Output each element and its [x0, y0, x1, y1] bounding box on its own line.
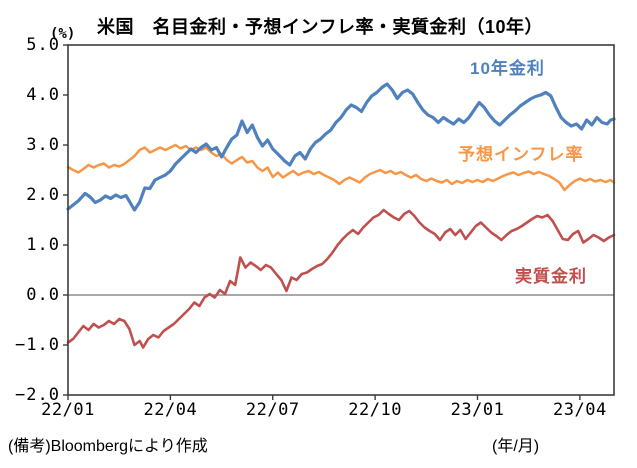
y-tick-label-0.0: 0.0 — [26, 285, 60, 305]
series-line-nominal — [66, 82, 616, 212]
y-tick-label-4.0: 4.0 — [26, 85, 60, 105]
y-tick-label-−1.0: −1.0 — [15, 335, 60, 355]
y-tick-label-5.0: 5.0 — [26, 35, 60, 55]
y-tick-label-2.0: 2.0 — [26, 185, 60, 205]
y-tick-label-−2.0: −2.0 — [15, 385, 60, 405]
y-axis-unit-label: (%) — [50, 26, 76, 42]
series-line-breakeven — [66, 143, 616, 192]
x-tick-label-22/10: 22/10 — [348, 400, 402, 420]
plot-border — [67, 44, 615, 396]
y-tick-label-1.0: 1.0 — [26, 235, 60, 255]
x-axis-unit-label: (年/月) — [492, 438, 540, 455]
x-tick-label-22/07: 22/07 — [245, 400, 300, 420]
y-tick-label-3.0: 3.0 — [26, 135, 60, 155]
series-line-real — [66, 208, 616, 349]
x-tick-label-22/01: 22/01 — [41, 400, 95, 420]
chart-title: 米国 名目金利・予想インフレ率・実質金利（10年） — [97, 17, 543, 37]
source-note: (備考)Bloombergにより作成 — [8, 438, 208, 455]
x-tick-label-22/04: 22/04 — [143, 400, 198, 420]
series-label-breakeven: 予想インフレ率 — [458, 145, 584, 164]
x-tick-label-23/04: 23/04 — [553, 400, 607, 420]
x-tick-label-23/01: 23/01 — [450, 400, 505, 420]
series-label-nominal: 10年金利 — [470, 59, 545, 78]
series-label-real: 実質金利 — [515, 267, 587, 286]
